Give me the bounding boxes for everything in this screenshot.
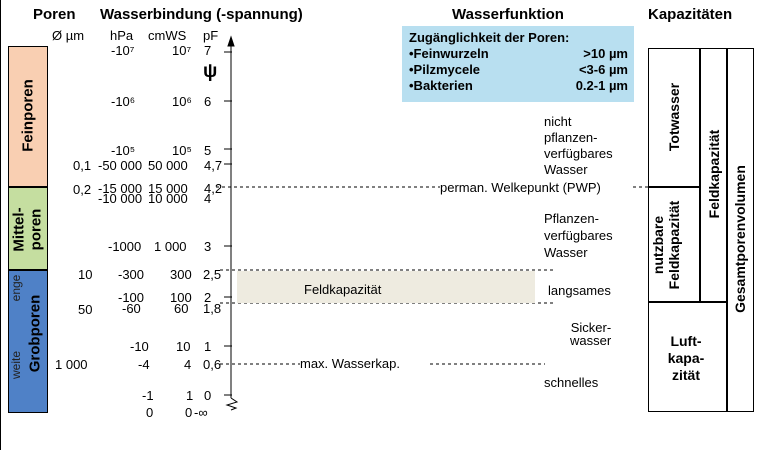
cmws-value: 300 (170, 267, 192, 282)
pore-access-infobox: Zugänglichkeit der Poren: •Feinwurzeln >1… (402, 26, 634, 102)
pwp-label: perman. Welkepunkt (PWP) (440, 180, 601, 195)
mittelporen-label-2: poren (27, 208, 45, 251)
feinporen-label: Feinporen (19, 79, 37, 152)
feldkapazitaet-cap-label: Feldkapazität (706, 129, 722, 219)
pf-value: 4,2 (204, 181, 223, 196)
feldkapazitaet-label: Feldkapazität (304, 282, 382, 297)
diameter-50: 50 (78, 302, 93, 317)
feinporen-bar (8, 46, 48, 187)
cmws-value: 1 000 (154, 239, 187, 254)
diameter-1000: 1 000 (55, 357, 88, 372)
mittelporen-bar (8, 187, 48, 270)
infobox-title: Zugänglichkeit der Poren: (409, 30, 570, 45)
nicht-verfuegbar-text: nicht pflanzen- verfügbares Wasser (544, 114, 613, 177)
cmws-value: 15 000 (148, 181, 188, 196)
totwasser-label: Totwasser (666, 82, 682, 152)
pf-value: 0,6 (203, 357, 222, 372)
pf-value: 2 (204, 290, 212, 305)
cmws-value: 0 (185, 405, 193, 420)
cmws-value: 1 (186, 388, 194, 403)
cmws-value: 10 (176, 339, 191, 354)
pf-value: 1,8 (203, 301, 222, 316)
hpa-value: -10 (130, 339, 149, 354)
cmws-value: 50 000 (148, 158, 188, 173)
hpa-value: -10⁷ (111, 43, 135, 58)
pf-value: 2,5 (203, 267, 222, 282)
hpa-value: -10⁵ (111, 143, 136, 158)
pf-value: 7 (204, 43, 212, 58)
cmws-value: 10⁷ (172, 43, 192, 58)
pf-value: 4,7 (204, 158, 223, 173)
frame-left (0, 0, 1, 450)
verfuegbar-text: Pflanzen- verfügbares Wasser (544, 211, 613, 260)
pf-value: 1 (204, 339, 212, 354)
header-wasserfunktion: Wasserfunktion (452, 6, 564, 23)
gesamtporenvolumen-box (727, 48, 754, 412)
diameter-10: 10 (78, 267, 93, 282)
unit-hpa: hPa (110, 28, 134, 43)
sickerwasser-text: Sicker- wasser (570, 320, 612, 348)
luftkapazitaet-box (648, 302, 727, 412)
psi-symbol: ψ (203, 61, 218, 82)
cmws-value: 10⁵ (172, 143, 192, 158)
mittelporen-label-1: Mittel- (10, 207, 28, 252)
hpa-value: -10⁶ (111, 94, 136, 109)
hpa-value: -300 (118, 267, 145, 282)
hpa-value: -1 (142, 388, 154, 403)
header-wasserbindung: Wasserbindung (-spannung) (100, 6, 303, 23)
pf-value: -∞ (194, 405, 208, 420)
hpa-value: -4 (138, 357, 150, 372)
nutzbare-fk-box (648, 187, 700, 302)
pf-value: 0 (204, 388, 212, 403)
grobporen-label: Grobporen (26, 294, 44, 373)
grobporen-bar (8, 270, 48, 413)
hpa-value: -15 000 (98, 181, 143, 196)
feldkapazitaet-band (237, 271, 535, 303)
weite-label: weite (9, 351, 23, 380)
enge-label: enge (9, 274, 23, 302)
diameter-0-2: 0,2 (73, 182, 92, 197)
hpa-value: -50 000 (98, 158, 143, 173)
pf-value: 6 (204, 94, 212, 109)
max-wasserkap-label: max. Wasserkap. (300, 356, 400, 371)
feldkapazitaet-box (700, 48, 727, 302)
nutzbare-fk-label-2: Feldkapazität (666, 200, 682, 290)
infobox-row: •Pilzmycele <3-6 µm (409, 62, 628, 77)
hpa-value: -60 (122, 301, 141, 316)
luftkapazitaet-label: Luft- kapa- zität (667, 333, 705, 383)
langsames-label: langsames (548, 283, 611, 298)
pf-value: 4 (204, 191, 212, 206)
totwasser-box (648, 48, 700, 187)
cmws-value: 60 (174, 301, 189, 316)
diameter-0-1: 0,1 (73, 158, 92, 173)
hpa-value: -10 000 (98, 191, 143, 206)
unit-pf: pF (203, 28, 219, 43)
pf-value: 5 (204, 143, 212, 158)
gesamtporenvolumen-label: Gesamtporenvolumen (732, 165, 748, 313)
header-kapazitaeten: Kapazitäten (648, 6, 733, 23)
hpa-value: -100 (118, 290, 145, 305)
pf-value: 3 (204, 239, 212, 254)
unit-cmws: cmWS (148, 28, 187, 43)
hpa-value: -1000 (108, 239, 142, 254)
cmws-value: 10⁶ (172, 94, 192, 109)
infobox-row: •Feinwurzeln >10 µm (409, 46, 628, 61)
hpa-value: 0 (146, 405, 154, 420)
cmws-value: 100 (170, 290, 192, 305)
cmws-value: 10 000 (148, 191, 188, 206)
schnelles-label: schnelles (544, 375, 599, 390)
unit-diameter: Ø µm (52, 28, 85, 43)
header-poren: Poren (33, 6, 76, 23)
infobox-row: •Bakterien 0.2-1 µm (409, 78, 628, 93)
nutzbare-fk-label-1: nutzbare (650, 215, 666, 275)
cmws-value: 4 (184, 357, 192, 372)
